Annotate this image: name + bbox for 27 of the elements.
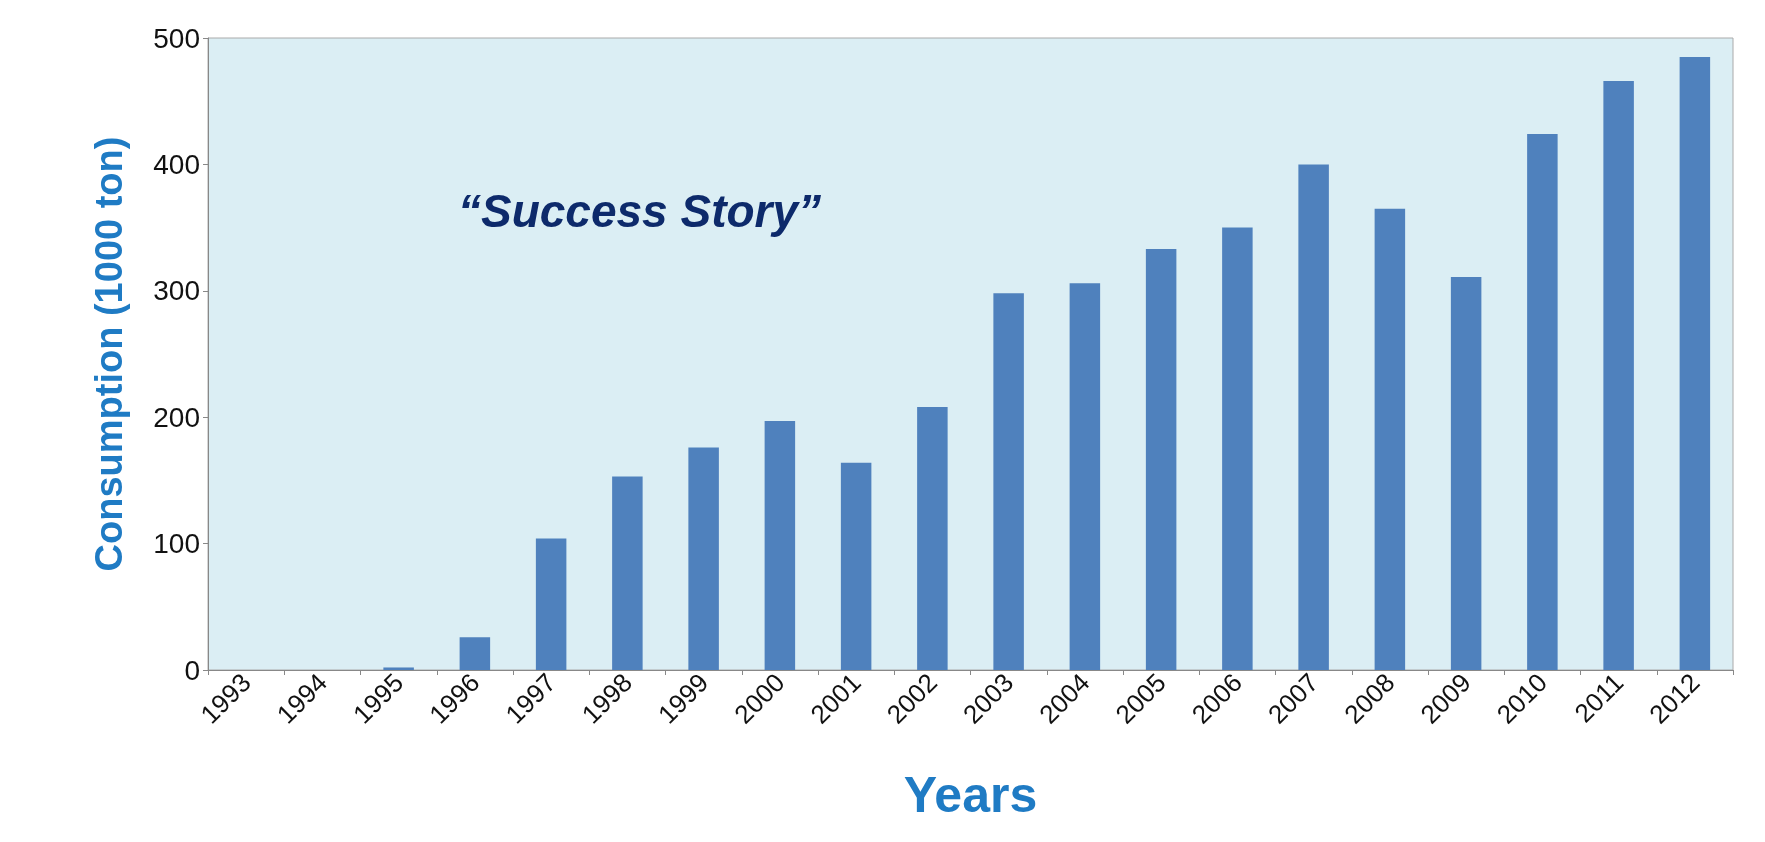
y-tick-label: 200 [153,401,200,433]
bar [1298,164,1329,670]
bar [612,476,643,670]
bar [688,447,719,670]
bar [1679,56,1711,670]
bar [459,637,491,670]
x-axis-title: Years [903,767,1038,823]
y-tick-label: 400 [153,148,200,180]
annotation: “Success Story” [458,185,822,237]
bar [1527,134,1558,670]
y-axis-title: Consumption (1000 ton) [88,136,130,572]
bar [917,407,948,670]
bar [840,462,872,670]
y-tick-label: 100 [153,528,200,560]
bar [1069,283,1101,670]
bar [1450,276,1482,670]
y-tick-label: 0 [184,654,200,686]
bar [1603,80,1634,670]
bar [1222,227,1253,670]
bar [535,538,567,670]
bar [764,420,796,670]
bar [1145,249,1177,670]
bar [993,293,1024,670]
y-tick-label: 500 [153,22,200,54]
y-tick-label: 300 [153,275,200,307]
bar [383,667,414,670]
bar [1374,208,1406,670]
